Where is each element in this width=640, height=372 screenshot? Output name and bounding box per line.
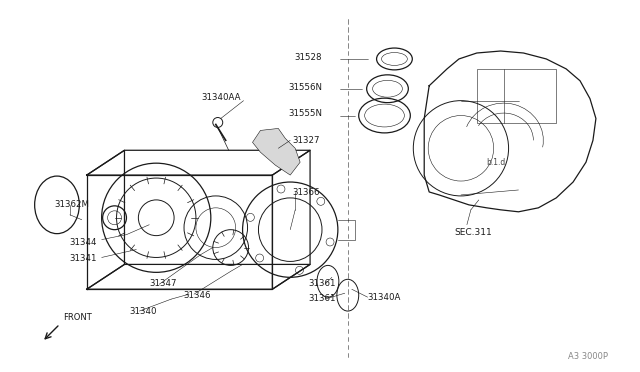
Text: FRONT: FRONT	[63, 313, 92, 322]
Text: 31555N: 31555N	[288, 109, 322, 118]
Bar	[477, 69, 556, 124]
Text: 31347: 31347	[149, 279, 177, 288]
Text: 31327: 31327	[292, 137, 320, 145]
Text: SEC.311: SEC.311	[454, 228, 492, 237]
Text: 31361: 31361	[308, 279, 335, 288]
Text: 31528: 31528	[294, 53, 322, 62]
Text: 31341: 31341	[70, 254, 97, 263]
Text: 31361: 31361	[308, 294, 335, 303]
Text: 31366: 31366	[292, 188, 320, 197]
Text: b.1.d: b.1.d	[487, 158, 506, 167]
Text: 31340AA: 31340AA	[201, 93, 241, 102]
Text: 31346: 31346	[183, 291, 211, 300]
Text: 31344: 31344	[70, 238, 97, 247]
Text: A3 3000P: A3 3000P	[568, 352, 608, 361]
Text: 31340: 31340	[129, 307, 157, 316]
Text: 31340A: 31340A	[367, 293, 401, 302]
Text: 31362M: 31362M	[54, 200, 89, 209]
Text: 31556N: 31556N	[288, 83, 322, 92]
Polygon shape	[253, 128, 300, 175]
